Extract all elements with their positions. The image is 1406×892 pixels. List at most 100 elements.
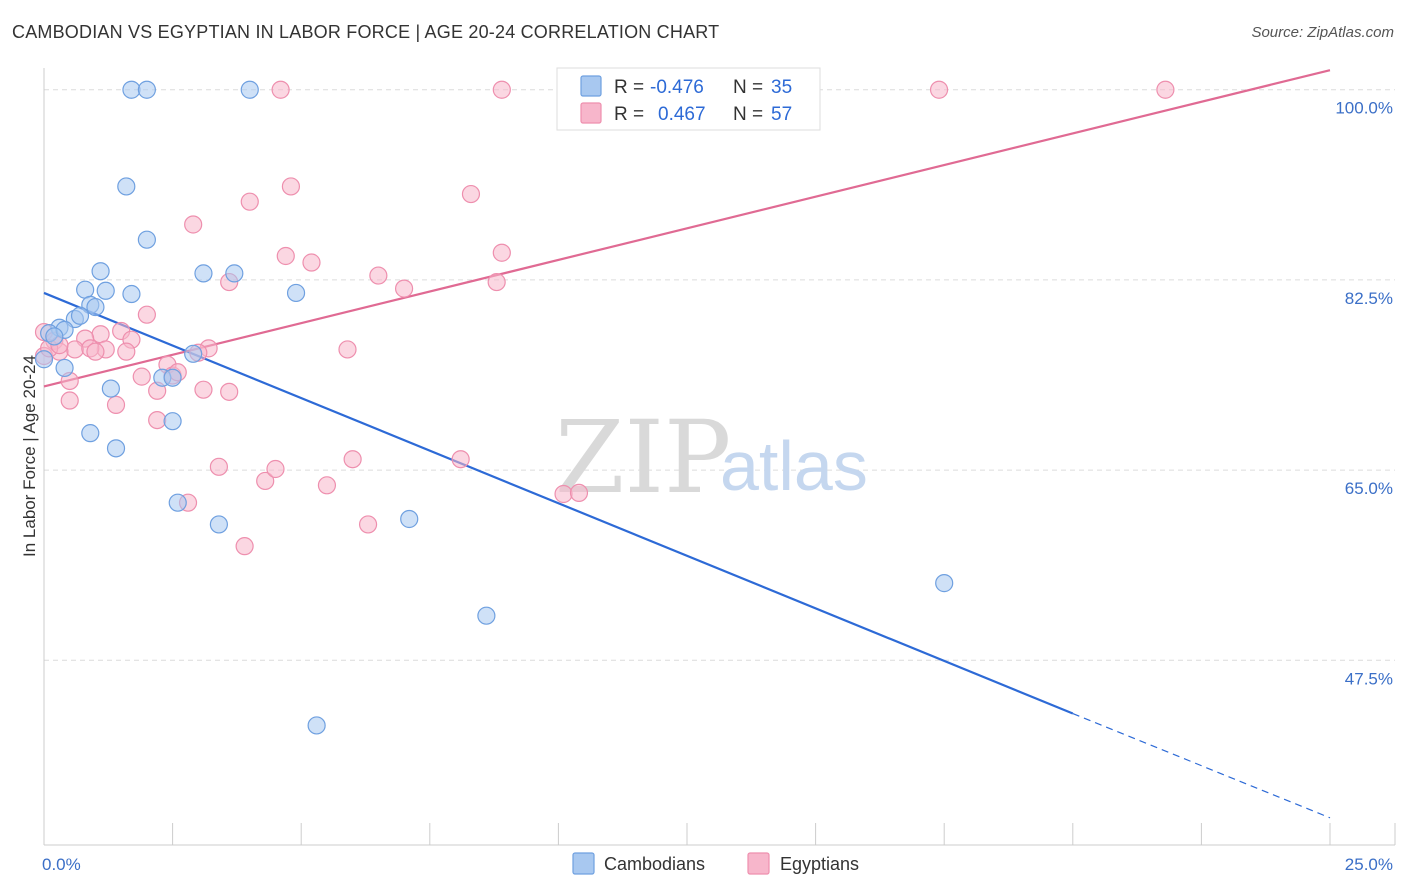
point-egyptians: [256, 471, 275, 491]
point-cambodians: [477, 606, 496, 625]
point-cambodians: [184, 344, 203, 363]
point-egyptians: [281, 177, 301, 196]
point-cambodians: [209, 515, 228, 534]
x-tick-labels: 0.0% 25.0%: [42, 855, 1393, 874]
point-cambodians: [96, 281, 115, 300]
legend-n-value: 57: [771, 104, 792, 125]
x-tick-label: 0.0%: [42, 855, 81, 874]
point-cambodians: [45, 327, 64, 346]
point-egyptians: [492, 80, 511, 99]
legend-swatch-cambodians: [580, 75, 602, 97]
point-egyptians: [1156, 80, 1175, 99]
point-cambodians: [70, 306, 90, 325]
chart-title: CAMBODIAN VS EGYPTIAN IN LABOR FORCE | A…: [12, 22, 720, 42]
y-tick-label: 100.0%: [1335, 99, 1393, 118]
point-egyptians: [451, 450, 470, 469]
point-cambodians: [225, 264, 244, 283]
point-egyptians: [148, 410, 167, 430]
y-tick-label: 47.5%: [1345, 669, 1393, 688]
point-cambodians: [122, 284, 141, 304]
point-egyptians: [302, 253, 321, 272]
point-egyptians: [184, 215, 203, 234]
bottom-legend-swatch-egyptians: [747, 852, 770, 875]
point-egyptians: [929, 80, 949, 99]
point-cambodians: [168, 493, 187, 512]
point-egyptians: [132, 367, 151, 386]
x-tick-label: 25.0%: [1345, 855, 1393, 874]
point-cambodians: [117, 177, 136, 196]
point-egyptians: [554, 484, 573, 504]
point-egyptians: [317, 476, 337, 495]
y-axis-title: In Labor Force | Age 20-24: [20, 355, 39, 557]
point-egyptians: [86, 342, 105, 361]
y-tick-labels: 100.0% 82.5% 65.0% 47.5%: [1335, 99, 1393, 689]
point-cambodians: [137, 80, 156, 99]
point-egyptians: [461, 184, 481, 204]
trend-line-cambodians-extension: [1072, 712, 1331, 819]
source-label: Source: ZipAtlas.com: [1251, 24, 1394, 41]
point-egyptians: [271, 80, 290, 99]
y-tick-label: 82.5%: [1345, 289, 1393, 308]
point-egyptians: [276, 246, 295, 266]
point-cambodians: [81, 424, 100, 443]
point-egyptians: [91, 325, 110, 344]
legend-n-value: 35: [771, 77, 792, 98]
point-cambodians: [76, 280, 95, 299]
point-egyptians: [117, 342, 136, 361]
point-egyptians: [106, 395, 126, 414]
point-cambodians: [101, 379, 120, 398]
bottom-legend-swatch-cambodians: [572, 852, 595, 875]
legend-r-value: -0.476: [650, 77, 704, 98]
legend-r-value: 0.467: [658, 104, 706, 125]
point-cambodians: [55, 358, 74, 378]
point-egyptians: [394, 279, 414, 298]
top-legend: R = -0.476 N = 35 R = 0.467 N = 57: [556, 67, 821, 131]
point-egyptians: [137, 305, 156, 324]
point-egyptians: [266, 459, 285, 479]
point-egyptians: [343, 450, 362, 469]
point-cambodians: [400, 509, 419, 529]
trend-line-egyptians: [43, 69, 1331, 388]
legend-r-label: R =: [614, 77, 644, 98]
y-tick-label: 65.0%: [1345, 479, 1393, 498]
point-cambodians: [286, 283, 306, 303]
bottom-legend-label-cambodians: Cambodians: [604, 854, 705, 874]
point-cambodians: [106, 439, 126, 458]
point-egyptians: [487, 272, 506, 292]
point-egyptians: [194, 380, 213, 399]
watermark: ZIP atlas: [555, 399, 868, 516]
trend-lines: [43, 69, 1331, 819]
bottom-legend: Cambodians Egyptians: [572, 852, 859, 875]
point-cambodians: [194, 264, 213, 283]
legend-r-label: R =: [614, 104, 644, 125]
point-egyptians: [240, 192, 259, 211]
bottom-legend-label-egyptians: Egyptians: [780, 854, 859, 874]
point-cambodians: [91, 262, 110, 281]
point-egyptians: [235, 537, 254, 556]
point-cambodians: [307, 716, 326, 735]
watermark-atlas: atlas: [720, 427, 868, 505]
point-egyptians: [358, 515, 378, 534]
point-cambodians: [935, 574, 954, 593]
point-egyptians: [60, 391, 79, 410]
point-egyptians: [369, 266, 388, 285]
point-egyptians: [65, 340, 84, 359]
point-cambodians: [34, 350, 54, 369]
trend-line-cambodians: [43, 291, 1074, 715]
point-cambodians: [137, 230, 156, 249]
point-egyptians: [209, 457, 228, 476]
point-cambodians: [122, 80, 141, 99]
data-points: [34, 80, 1175, 735]
legend-n-label: N =: [733, 77, 763, 98]
point-egyptians: [492, 243, 511, 262]
legend-swatch-egyptians: [580, 102, 602, 124]
axes: [43, 68, 1396, 846]
point-cambodians: [163, 368, 182, 387]
legend-n-label: N =: [733, 104, 763, 125]
point-cambodians: [163, 412, 182, 431]
point-cambodians: [86, 297, 105, 317]
point-egyptians: [338, 340, 357, 359]
point-cambodians: [240, 80, 259, 99]
point-egyptians: [220, 382, 239, 401]
